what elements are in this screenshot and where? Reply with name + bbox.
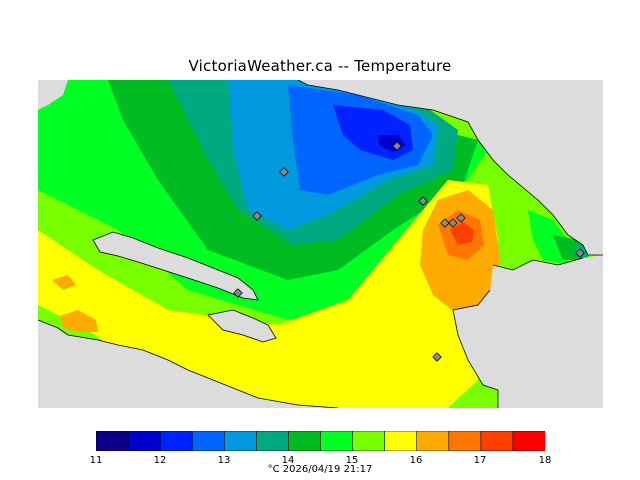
band-17 (450, 222, 474, 245)
legend-cells (96, 431, 545, 451)
color-legend (96, 431, 545, 451)
temperature-field (38, 80, 603, 408)
island-1 (92, 231, 259, 301)
island-2 (207, 309, 277, 343)
legend-cell (512, 431, 545, 451)
chart-title: VictoriaWeather.ca -- Temperature (188, 57, 452, 75)
band-15-5 (38, 180, 498, 408)
legend-tick-14: 14 (281, 455, 295, 466)
station-1 (279, 167, 289, 177)
legend-cell (127, 431, 161, 451)
land-top-left (38, 80, 68, 110)
legend-cell (384, 431, 418, 451)
legend-cell (159, 431, 193, 451)
station-8 (432, 352, 442, 362)
station-7 (575, 248, 585, 258)
legend-cell (416, 431, 450, 451)
temperature-map (38, 80, 603, 408)
legend-tick-17: 17 (473, 455, 487, 466)
coastline (38, 80, 603, 408)
legend-tick-11: 11 (89, 455, 103, 466)
units-timestamp: °C 2026/04/19 21:17 (267, 464, 373, 475)
band-sw-16 (60, 310, 98, 332)
legend-tick-16: 16 (409, 455, 423, 466)
station-3 (392, 141, 402, 151)
station-6 (456, 213, 466, 223)
band-sw-16b (52, 275, 76, 290)
band-east-14-5 (528, 210, 568, 265)
legend-cell (256, 431, 290, 451)
legend-tick-13: 13 (217, 455, 231, 466)
station-4 (418, 196, 428, 206)
station-5 (448, 218, 458, 228)
legend-cell (96, 431, 129, 451)
station-markers (233, 141, 585, 362)
legend-cell (191, 431, 225, 451)
land-bottom-right (453, 255, 603, 408)
land-top-right (298, 80, 603, 255)
legend-tick-12: 12 (153, 455, 167, 466)
legend-cell (288, 431, 322, 451)
legend-cell (223, 431, 257, 451)
station-2 (252, 211, 262, 221)
station-10 (440, 218, 450, 228)
legend-cell (480, 431, 514, 451)
legend-tick-15: 15 (345, 455, 359, 466)
legend-cell (320, 431, 354, 451)
legend-cell (352, 431, 386, 451)
station-9 (233, 288, 243, 298)
land-bottom-left (38, 320, 338, 408)
legend-cell (448, 431, 482, 451)
legend-tick-18: 18 (538, 455, 552, 466)
